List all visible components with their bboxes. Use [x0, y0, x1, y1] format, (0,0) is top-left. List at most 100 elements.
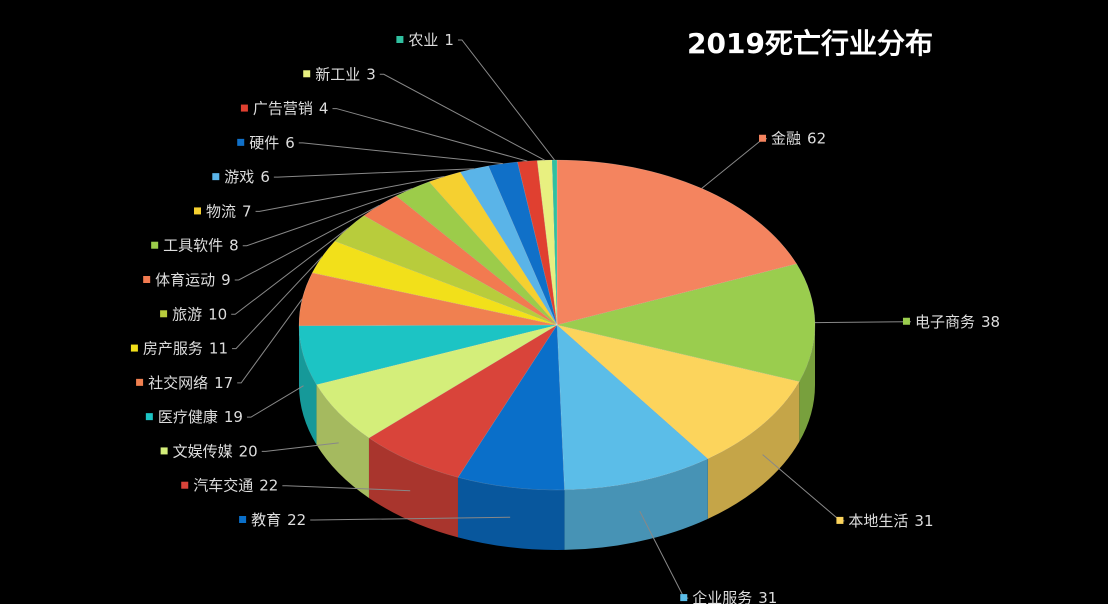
legend-marker [237, 138, 245, 146]
legend-marker [143, 276, 151, 283]
legend-marker [212, 173, 220, 181]
legend-marker [303, 70, 311, 78]
data-label: 企业服务 31 [692, 589, 777, 604]
value-label: 20 [239, 442, 258, 460]
data-label: 汽车交通 22 [193, 476, 278, 494]
legend-marker [181, 481, 189, 489]
legend-marker [836, 516, 844, 524]
leader-line [457, 39, 555, 161]
value-label: 8 [229, 236, 239, 254]
slice [556, 324, 800, 460]
value-label: 10 [208, 305, 227, 323]
slice [488, 161, 558, 326]
category-label: 体育运动 [155, 271, 215, 289]
category-label: 金融 [771, 129, 801, 147]
data-label: 体育运动 9 [155, 271, 231, 289]
leader-line [237, 298, 303, 384]
legend-marker [902, 317, 910, 325]
data-label: 文娱传媒 20 [173, 442, 258, 460]
slice [298, 272, 558, 327]
leader-line [273, 168, 475, 178]
leader-line [255, 176, 445, 212]
category-label: 工具软件 [163, 236, 223, 254]
leader-line [379, 73, 545, 161]
value-label: 22 [259, 476, 278, 494]
leader-line [246, 385, 304, 418]
value-label: 19 [224, 408, 243, 426]
data-label: 金融 62 [771, 129, 826, 147]
data-label: 旅游 10 [172, 305, 227, 323]
slice-side [799, 325, 815, 442]
leader-line [298, 142, 503, 165]
category-label: 农业 [408, 31, 438, 49]
slice [428, 171, 558, 326]
value-label: 31 [758, 589, 777, 604]
data-label: 硬件 6 [249, 133, 295, 151]
data-label: 工具软件 8 [163, 236, 239, 254]
slice-side [368, 437, 458, 538]
legend-marker [151, 241, 159, 249]
data-label: 社交网络 17 [148, 373, 233, 391]
category-label: 企业服务 [692, 589, 752, 604]
value-label: 38 [981, 312, 1000, 330]
category-label: 旅游 [172, 305, 202, 323]
category-label: 游戏 [224, 168, 254, 186]
slice-side [564, 458, 708, 550]
leader-line [282, 485, 411, 492]
slice [556, 324, 709, 491]
legend-marker [193, 207, 201, 215]
category-label: 医疗健康 [158, 408, 218, 426]
category-label: 汽车交通 [193, 476, 253, 494]
value-label: 4 [319, 99, 329, 117]
slice [368, 324, 558, 478]
value-label: 6 [260, 168, 270, 186]
category-label: 新工业 [315, 65, 360, 83]
leader-line [332, 108, 528, 162]
legend-marker [136, 378, 144, 386]
legend-marker [145, 413, 153, 421]
slice [311, 240, 558, 326]
data-label: 房产服务 11 [143, 339, 228, 357]
category-label: 文娱传媒 [173, 442, 233, 460]
legend-marker [160, 447, 168, 455]
legend-marker [160, 310, 168, 318]
data-label: 游戏 6 [224, 168, 270, 186]
value-label: 6 [285, 133, 295, 151]
leader-line [232, 256, 323, 350]
leader-line [261, 442, 339, 452]
category-label: 教育 [251, 511, 281, 529]
slice [556, 263, 816, 382]
value-label: 31 [914, 511, 933, 529]
category-label: 房产服务 [143, 339, 203, 357]
slice [459, 165, 558, 326]
value-label: 7 [242, 202, 252, 220]
category-label: 广告营销 [253, 99, 313, 117]
value-label: 62 [807, 129, 826, 147]
leader-line [234, 204, 380, 281]
category-label: 社交网络 [148, 373, 208, 391]
leader-line [242, 187, 413, 247]
data-label: 本地生活 31 [848, 511, 933, 529]
slice [457, 324, 565, 491]
leader-line [231, 227, 349, 315]
legend-marker [680, 594, 688, 602]
category-label: 物流 [206, 202, 236, 220]
chart-title: 2019死亡行业分布 [687, 27, 933, 60]
legend-marker [130, 344, 138, 352]
data-label: 农业 1 [408, 31, 454, 49]
slice [517, 160, 558, 326]
value-label: 11 [209, 339, 228, 357]
leader-line [310, 516, 511, 521]
slice-side [316, 384, 369, 498]
category-label: 电子商务 [915, 312, 975, 330]
legend-marker [759, 134, 767, 142]
legend-marker [240, 104, 248, 112]
data-label: 医疗健康 19 [158, 408, 243, 426]
slice [316, 324, 558, 439]
slice-side [707, 381, 800, 519]
data-label: 电子商务 38 [915, 312, 1000, 330]
category-label: 硬件 [249, 133, 279, 151]
value-label: 3 [366, 65, 376, 83]
slice [395, 181, 558, 326]
